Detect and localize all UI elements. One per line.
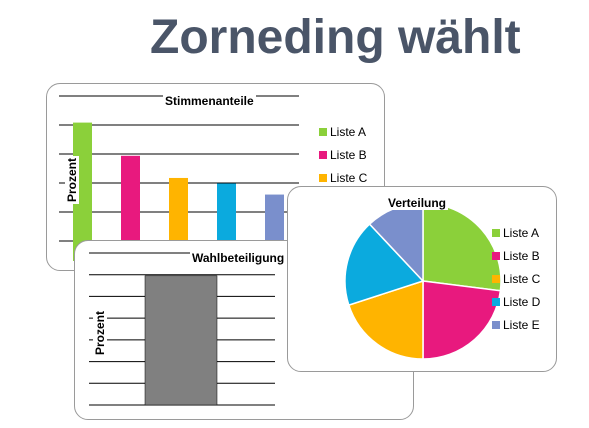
- verteilung-legend-label-liste-b: Liste B: [503, 248, 540, 263]
- slide-title: Zorneding wählt: [150, 11, 521, 64]
- verteilung-legend-label-liste-c: Liste C: [503, 271, 541, 286]
- verteilung-legend-item-liste-b: Liste B: [492, 244, 540, 267]
- stimmenanteile-chart-card[interactable]: Stimmenanteile Prozent Liste A Liste B Lis…: [46, 83, 385, 271]
- verteilung-legend-item-liste-d: Liste D: [492, 290, 540, 313]
- stimmenanteile-bar-liste-b: [121, 155, 140, 261]
- stimmenanteile-legend-item-liste-b: Liste B: [319, 143, 367, 166]
- wahlbeteiligung-y-axis-label: Prozent: [93, 308, 107, 357]
- stimmenanteile-legend-label-liste-a: Liste A: [330, 124, 367, 139]
- stimmenanteile-y-axis-label: Prozent: [65, 155, 79, 204]
- verteilung-legend: Liste A Liste B Liste C Liste D Liste E: [492, 221, 540, 336]
- verteilung-legend-swatch-liste-c: [492, 274, 500, 283]
- stimmenanteile-legend-item-liste-a: Liste A: [319, 120, 367, 143]
- verteilung-slice-liste-a: [422, 202, 502, 292]
- verteilung-chart-title: Verteilung: [386, 196, 449, 210]
- verteilung-legend-label-liste-d: Liste D: [503, 294, 541, 309]
- stimmenanteile-legend-swatch-liste-b: [319, 150, 327, 159]
- verteilung-slice-liste-c: [347, 279, 424, 360]
- stimmenanteile-legend-label-liste-b: Liste B: [330, 147, 367, 162]
- verteilung-legend-item-liste-a: Liste A: [492, 221, 540, 244]
- verteilung-legend-swatch-liste-d: [492, 297, 500, 306]
- verteilung-legend-swatch-liste-b: [492, 251, 500, 260]
- wahlbeteiligung-bar: [144, 275, 218, 406]
- stimmenanteile-legend-label-liste-c: Liste C: [330, 170, 368, 185]
- stimmenanteile-legend-swatch-liste-a: [319, 127, 327, 136]
- verteilung-chart-plot: [344, 202, 502, 360]
- verteilung-legend-swatch-liste-a: [492, 228, 500, 237]
- verteilung-legend-label-liste-a: Liste A: [503, 225, 540, 240]
- verteilung-legend-item-liste-c: Liste C: [492, 267, 540, 290]
- verteilung-slice-liste-b: [422, 280, 502, 360]
- stimmenanteile-chart-title: Stimmenanteile: [163, 94, 256, 108]
- wahlbeteiligung-chart-title: Wahlbeteiligung: [190, 251, 287, 265]
- verteilung-legend-label-liste-e: Liste E: [503, 317, 540, 332]
- verteilung-legend-item-liste-e: Liste E: [492, 313, 540, 336]
- stimmenanteile-legend-swatch-liste-c: [319, 173, 327, 182]
- wahlbeteiligung-chart-plot: [89, 252, 275, 406]
- verteilung-legend-swatch-liste-e: [492, 320, 500, 329]
- verteilung-slice-liste-d: [344, 223, 425, 307]
- stimmenanteile-legend-item-liste-c: Liste C: [319, 166, 367, 189]
